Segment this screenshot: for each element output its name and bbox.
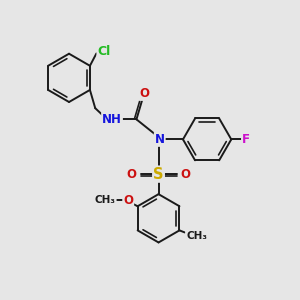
- Text: F: F: [242, 133, 250, 146]
- Text: Cl: Cl: [98, 45, 111, 58]
- Text: N: N: [155, 133, 165, 146]
- Text: NH: NH: [102, 113, 122, 126]
- Text: O: O: [123, 194, 133, 207]
- Text: S: S: [153, 167, 164, 182]
- Text: O: O: [140, 87, 150, 100]
- Text: CH₃: CH₃: [95, 195, 116, 205]
- Text: CH₃: CH₃: [186, 231, 207, 241]
- Text: O: O: [127, 168, 136, 181]
- Text: O: O: [181, 168, 190, 181]
